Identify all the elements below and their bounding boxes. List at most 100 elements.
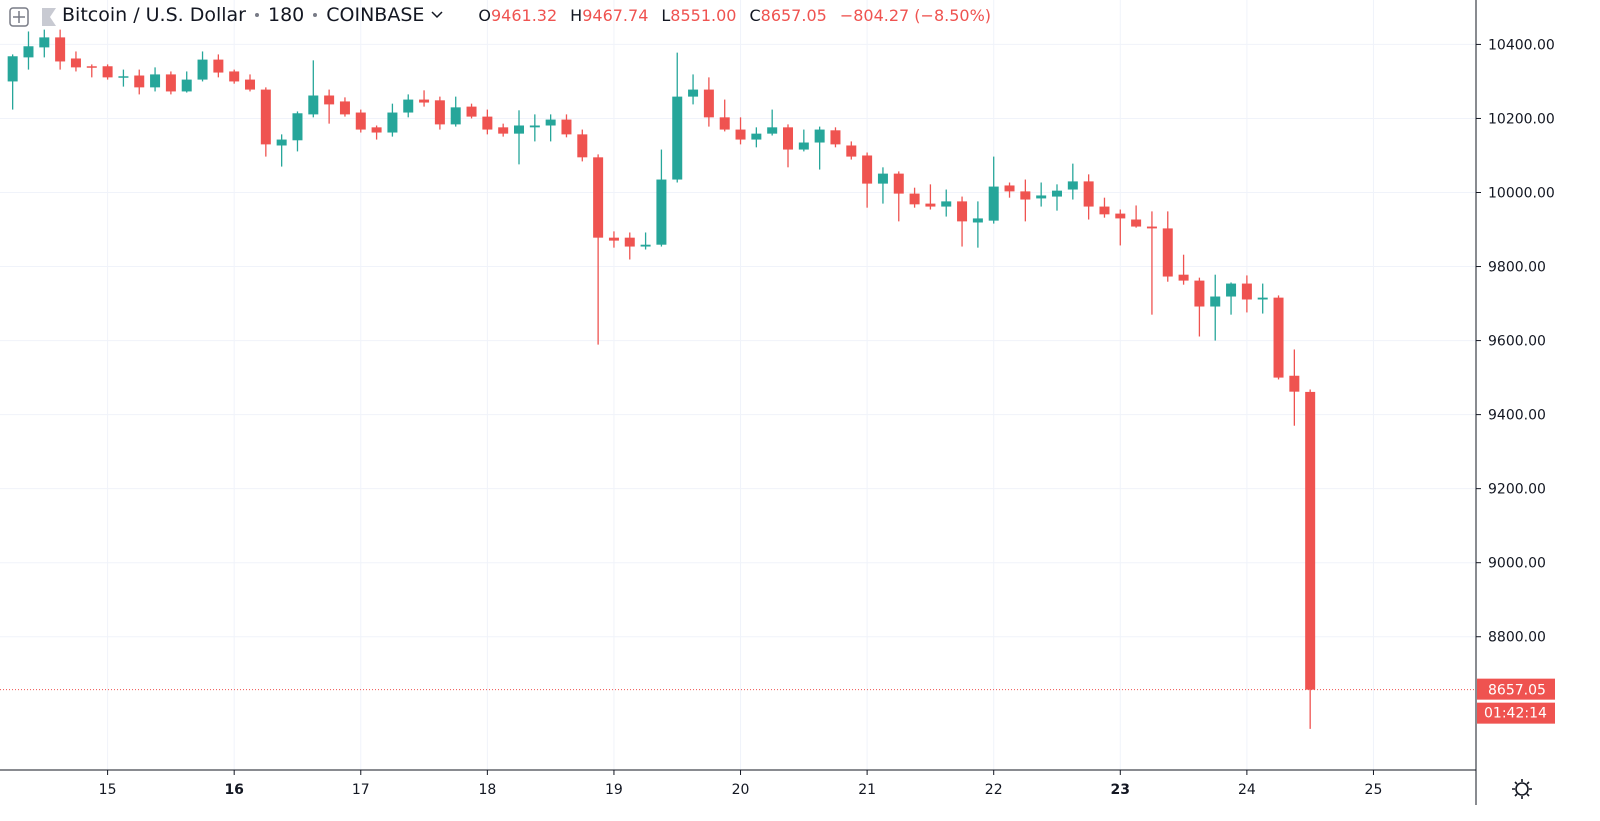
y-tick-label: 9600.00 (1488, 334, 1546, 350)
candle-body (371, 127, 382, 133)
candle-body (640, 244, 651, 247)
candle-body (213, 59, 224, 73)
y-tick-label: 9000.00 (1488, 556, 1546, 572)
candle-body (1067, 181, 1078, 190)
add-icon[interactable] (9, 7, 29, 27)
candle-body (1273, 297, 1284, 378)
candle-body (86, 66, 97, 68)
candle-body (498, 127, 509, 134)
candle-body (1257, 297, 1268, 300)
x-tick-label: 25 (1365, 782, 1383, 798)
candle-body (245, 79, 256, 90)
candle-body (102, 66, 113, 78)
candle-body (608, 237, 619, 241)
candle-body (972, 218, 983, 223)
interval[interactable]: 180 (268, 4, 305, 26)
candle-body (1020, 191, 1031, 200)
flag-icon[interactable] (42, 8, 56, 26)
candle-body (561, 119, 572, 135)
settings-icon[interactable] (1512, 779, 1532, 799)
settings-icon-rays (1512, 779, 1532, 799)
ohlc-key: O (478, 5, 491, 25)
ohlc-value: 9467.74 (582, 5, 649, 25)
last-price-label: 8657.05 (1488, 683, 1546, 699)
chevron[interactable] (430, 10, 444, 20)
candle-body (23, 46, 34, 58)
candle-body (814, 129, 825, 143)
y-tick-label: 9200.00 (1488, 482, 1546, 498)
candle-body (1194, 280, 1205, 307)
candle-body (1051, 190, 1062, 197)
candle-body (324, 95, 335, 105)
candles (7, 29, 1316, 729)
candle-body (387, 112, 398, 133)
candle-body (1004, 185, 1015, 192)
candle-body (846, 145, 857, 157)
candle-body (957, 201, 968, 222)
candle-body (1289, 375, 1300, 392)
candle-body (624, 237, 635, 247)
candle-body (545, 119, 556, 126)
candle-body (988, 186, 999, 221)
settings-icon-body (1515, 782, 1529, 796)
candle-body (1305, 391, 1316, 690)
exchange[interactable]: COINBASE (326, 4, 425, 26)
ohlc-key: H (570, 5, 583, 25)
change: −804.27 (−8.50%) (839, 5, 992, 25)
ohlc-key: C (749, 5, 761, 25)
x-tick-label: 18 (478, 782, 496, 798)
candle-body (1162, 228, 1173, 277)
candle-body (150, 74, 161, 88)
candle-body (403, 99, 414, 113)
candle-body (593, 157, 604, 238)
candle-body (1115, 213, 1126, 219)
candle-body (70, 58, 81, 68)
y-tick-label: 8800.00 (1488, 630, 1546, 646)
countdown-tag (1477, 702, 1555, 724)
y-tick-label: 10000.00 (1488, 186, 1555, 202)
candle-body (419, 99, 430, 103)
x-tick-label: 19 (605, 782, 623, 798)
candle-body (134, 75, 145, 88)
candle-body (767, 127, 778, 134)
candle-body (482, 116, 493, 130)
candle-body (1210, 296, 1221, 307)
y-tick-label: 10400.00 (1488, 37, 1555, 53)
candle-body (656, 179, 667, 245)
candle-body (830, 130, 841, 145)
ohlc-value: 9461.32 (491, 5, 558, 25)
candle-body (229, 71, 240, 82)
grid (0, 0, 1476, 770)
candle-body (719, 117, 730, 130)
ohlc-value: 8657.05 (760, 5, 827, 25)
candle-body (276, 139, 287, 146)
candle-body (434, 100, 445, 125)
candle-body (798, 142, 809, 150)
y-tick-label: 9400.00 (1488, 408, 1546, 424)
ohlc-key: L (661, 5, 671, 25)
separator (313, 13, 318, 17)
candle-body (1131, 219, 1142, 227)
add-icon-plus (13, 11, 25, 23)
x-tick-label: 17 (352, 782, 370, 798)
candle-body (308, 95, 319, 115)
candle-body (909, 193, 920, 205)
ohlc-values: O 9461.32 H 9467.74 L 8551.00 C 8657.05 (478, 6, 839, 25)
last-price-tag (1477, 678, 1555, 700)
x-tick-label: 16 (224, 782, 243, 798)
candle-body (751, 133, 762, 140)
candle-body (55, 37, 66, 62)
candle-body (1036, 195, 1047, 199)
candle-body (735, 129, 746, 140)
candle-body (466, 106, 477, 117)
candle-body (355, 112, 366, 130)
x-tick-label: 20 (732, 782, 750, 798)
candle-body (118, 76, 129, 78)
candle-body (450, 107, 461, 125)
candle-body (181, 79, 192, 92)
candle-body (165, 74, 176, 92)
symbol[interactable]: Bitcoin / U.S. Dollar (62, 4, 246, 26)
candle-body (862, 155, 873, 184)
candle-body (893, 173, 904, 194)
candle-body (941, 201, 952, 207)
